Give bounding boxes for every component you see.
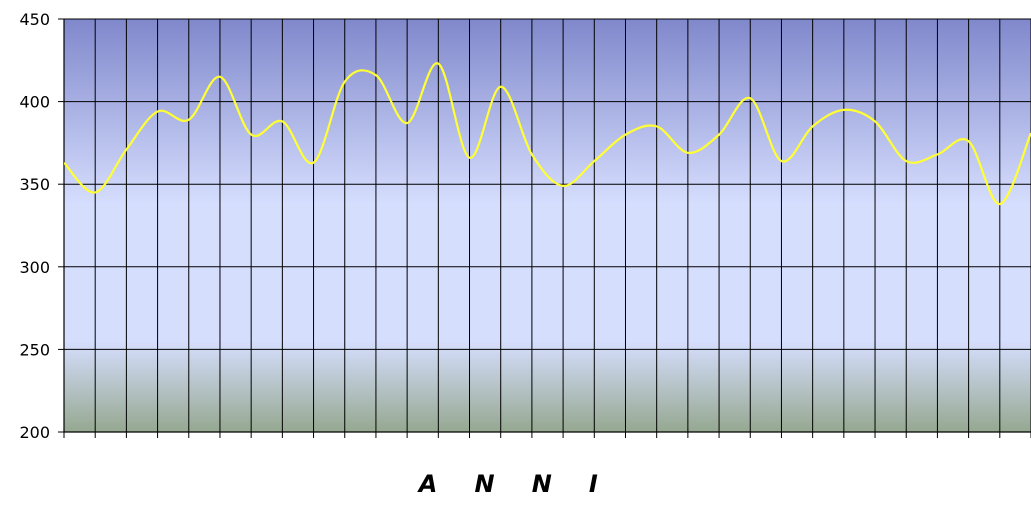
y-tick-label: 300 — [19, 258, 50, 277]
y-tick-label: 450 — [19, 10, 50, 29]
series-line — [64, 62, 1031, 206]
y-tick-label: 250 — [19, 340, 50, 359]
y-tick-label: 400 — [19, 93, 50, 112]
x-axis-label: A N N I — [418, 470, 613, 498]
y-tick-label: 350 — [19, 175, 50, 194]
y-tick-label: 200 — [19, 423, 50, 442]
plot-area — [64, 19, 1031, 432]
